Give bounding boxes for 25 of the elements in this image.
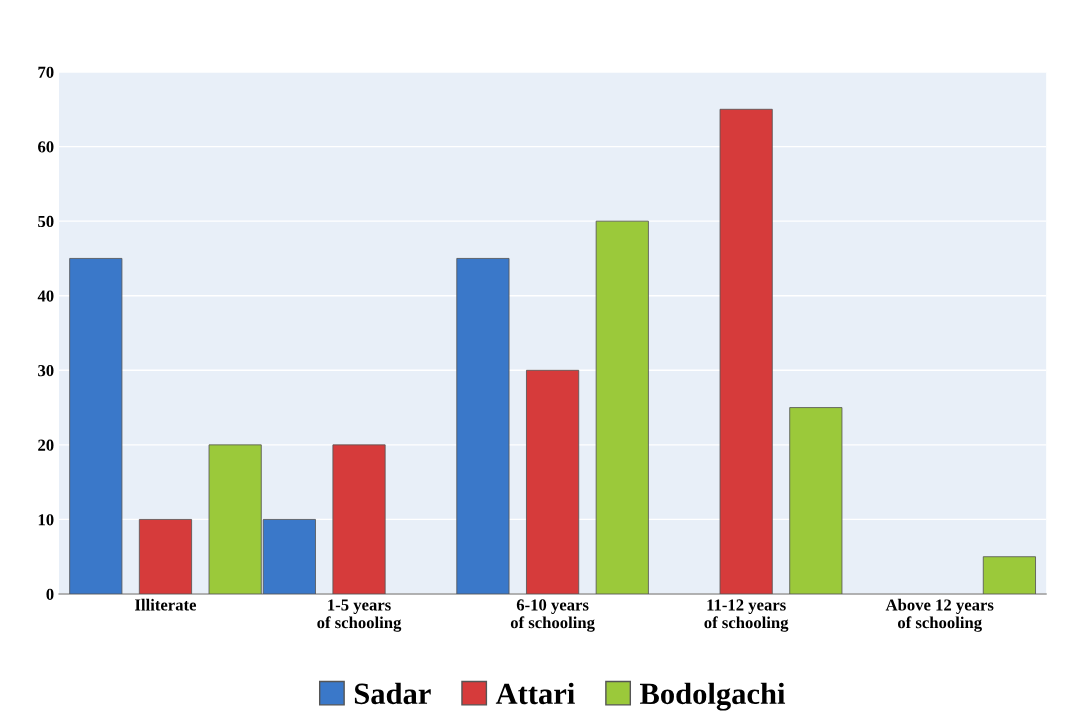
bar <box>456 258 510 594</box>
bar <box>719 108 773 594</box>
y-tick-label: 10 <box>38 514 54 526</box>
x-tick-label: Above 12 years of schooling <box>885 598 994 632</box>
x-tick-label: 1-5 years of schooling <box>317 599 402 632</box>
bar <box>332 444 386 594</box>
y-tick-label: 70 <box>38 66 54 78</box>
y-tick-label: 20 <box>38 439 54 451</box>
bar <box>526 369 580 594</box>
legend-label: Attari <box>495 682 575 705</box>
y-tick-label: 30 <box>38 364 54 377</box>
y-tick-label: 60 <box>38 141 54 153</box>
legend-label: Sadar <box>354 682 431 705</box>
y-tick-label: 40 <box>37 290 54 302</box>
x-tick-label: 6-10 years of schooling <box>510 599 595 632</box>
bar <box>595 220 649 594</box>
y-tick-label: 0 <box>46 588 54 600</box>
bar <box>789 407 843 594</box>
bar <box>69 258 123 594</box>
bar <box>138 519 193 594</box>
x-tick-label: Illiterate <box>135 598 197 611</box>
x-tick-label: 11-12 years of schooling <box>704 599 789 632</box>
y-tick-label: 50 <box>38 215 54 228</box>
bar <box>982 556 1036 594</box>
legend-label: Bodolgachi <box>639 682 786 711</box>
